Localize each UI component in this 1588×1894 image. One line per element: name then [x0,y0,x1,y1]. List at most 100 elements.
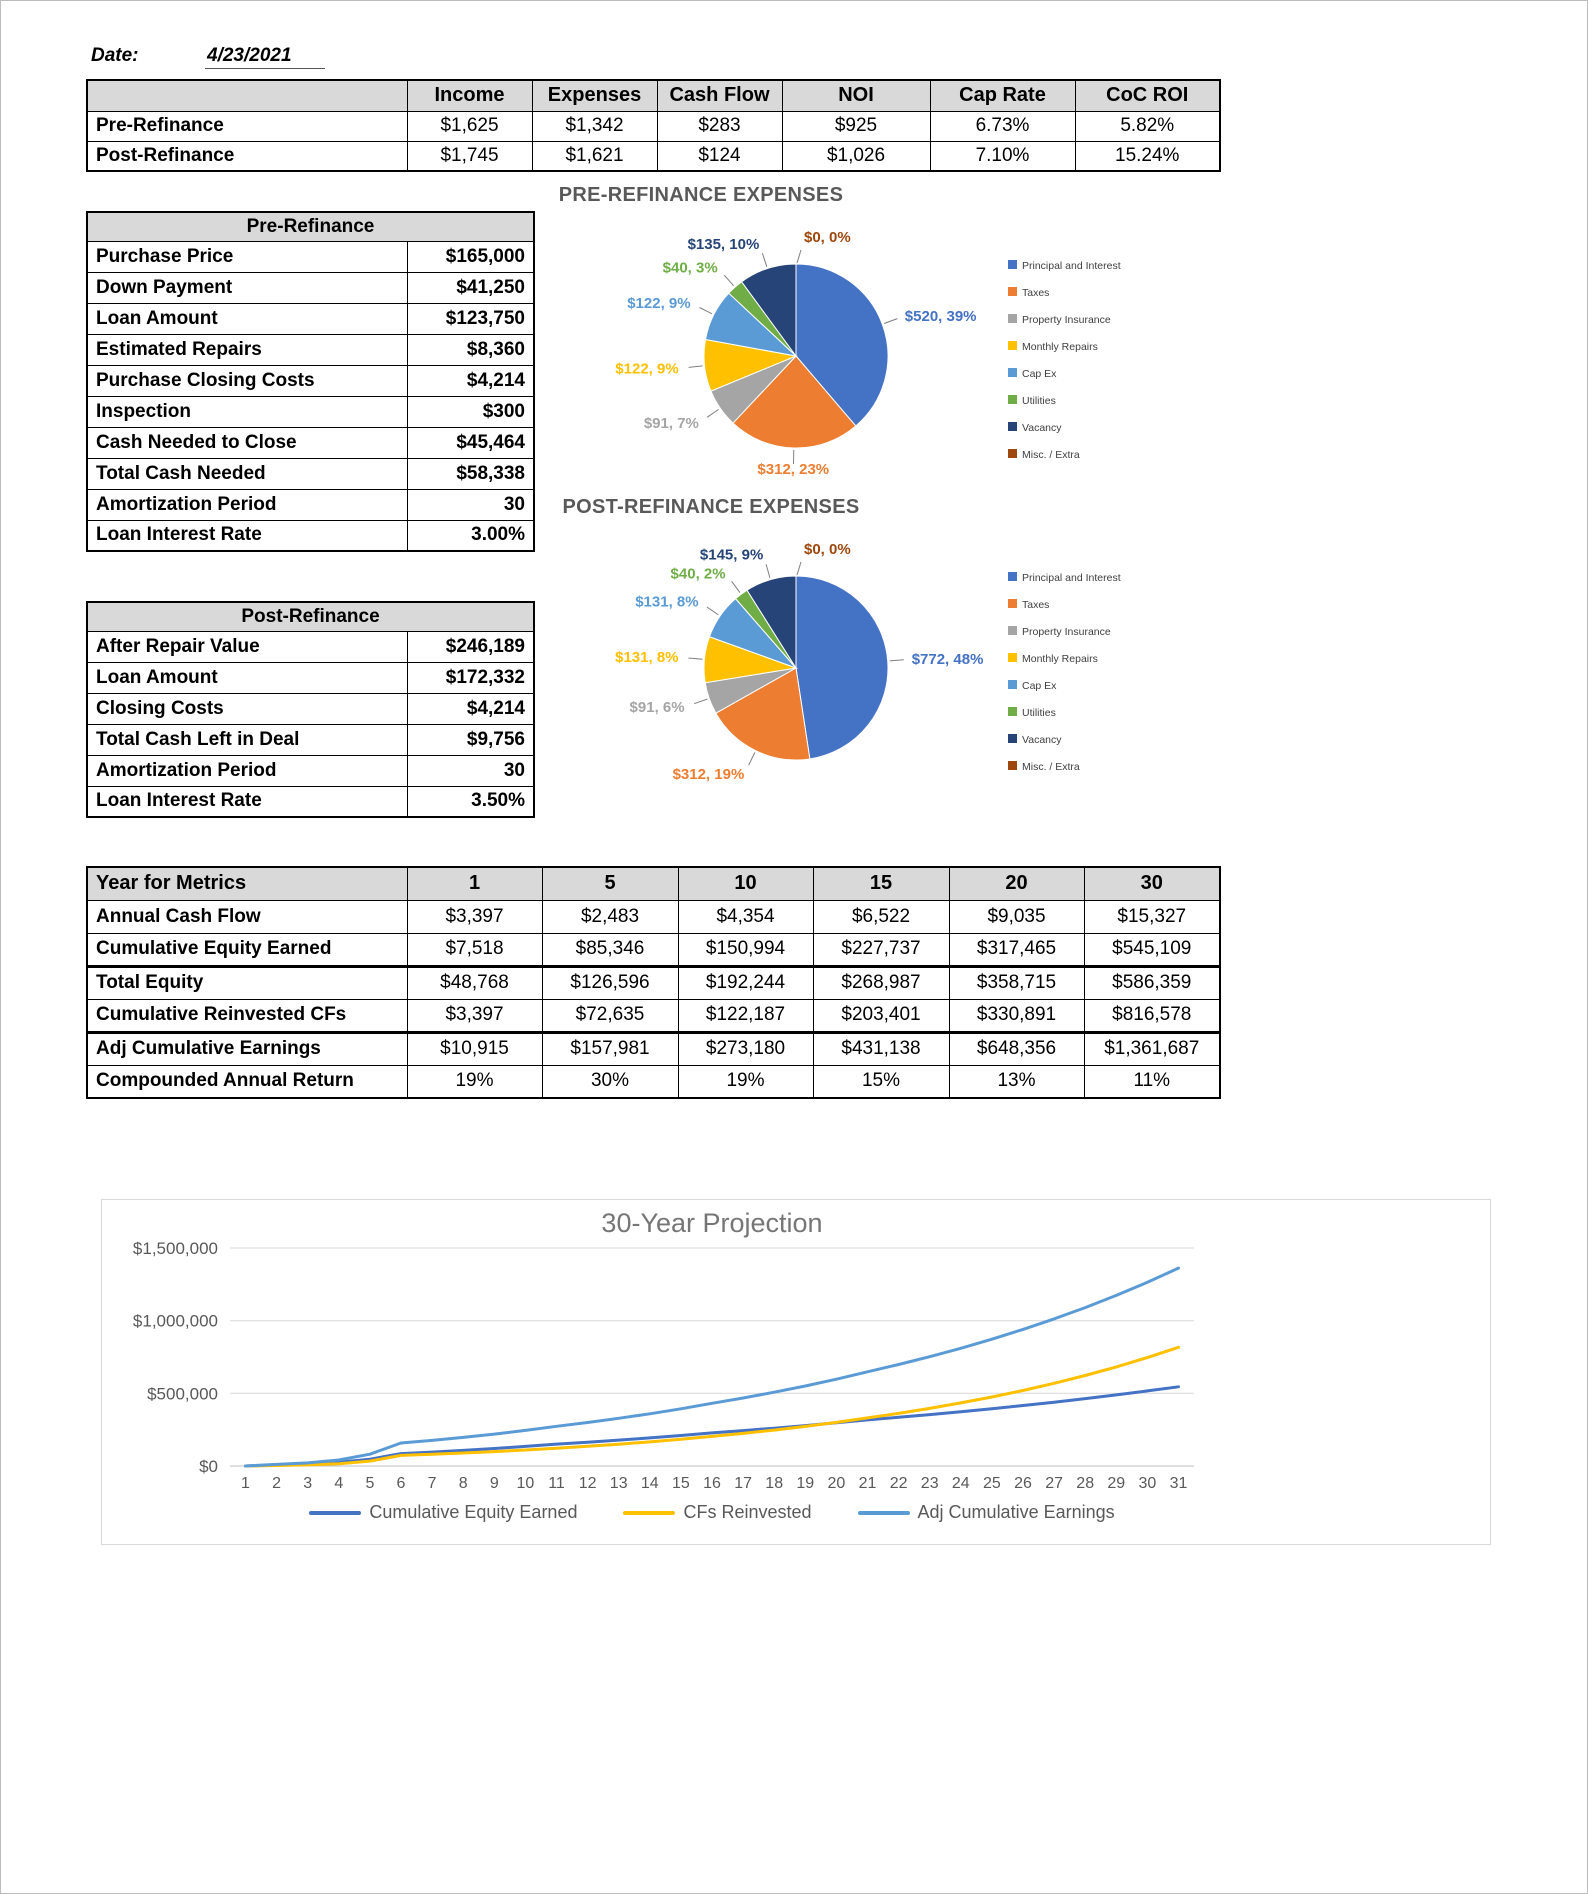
legend-swatch [1008,707,1017,716]
x-axis-label: 17 [734,1475,752,1492]
row-label: Down Payment [86,271,408,304]
legend-swatch [1008,395,1017,404]
x-axis-label: 25 [983,1475,1001,1492]
pie-data-label: $312, 19% [673,766,745,783]
metrics-row: Total Equity $48,768 $126,596 $192,244 $268,… [86,964,1221,1000]
legend-label: Principal and Interest [1022,260,1121,272]
row-value: $246,189 [406,630,535,663]
metrics-value: 13% [948,1064,1085,1099]
row-label: Loan Amount [86,661,408,694]
row-label: Amortization Period [86,754,408,787]
table-row: Total Cash Needed $58,338 [86,457,535,490]
metrics-value: $122,187 [677,998,814,1033]
x-axis-label: 28 [1076,1475,1094,1492]
post-refinance-expenses-title: POST-REFINANCE EXPENSES [562,496,860,518]
x-axis-label: 21 [859,1475,877,1492]
row-label: Purchase Closing Costs [86,364,408,397]
projection-chart: $0 $500,000 $1,000,000 $1,500,000 1 2 3 4 5 6 7 8 9 1… [101,1199,1491,1545]
summary-value: 5.82% [1074,110,1221,142]
table-row: Down Payment $41,250 [86,271,535,304]
legend-item: Cap Ex [1008,368,1057,380]
summary-column-header: Expenses [531,79,658,112]
x-axis-label: 6 [397,1475,406,1492]
legend-item: Misc. / Extra [1008,449,1080,461]
pie-data-label: $40, 3% [663,260,718,277]
row-value: 3.50% [406,785,535,818]
metrics-value: $431,138 [812,1030,950,1066]
metrics-row: Compounded Annual Return 19% 30% 19% 15% 13% 1… [86,1064,1221,1099]
legend-item: Monthly Repairs [1008,653,1098,665]
metrics-value: $203,401 [812,998,950,1033]
metrics-value: 30% [541,1064,679,1099]
x-axis-label: 10 [517,1475,535,1492]
x-axis-label: 27 [1045,1475,1063,1492]
summary-column-header: CoC ROI [1074,79,1221,112]
label-leader-line [761,253,768,267]
pie-data-label: $0, 0% [804,229,851,246]
x-axis-label: 26 [1014,1475,1032,1492]
pie-data-label: $145, 9% [700,547,763,564]
metrics-value: $10,915 [406,1030,543,1066]
metrics-value: $192,244 [677,964,814,1000]
legend-line-swatch [623,1510,676,1515]
summary-value: $1,026 [781,140,931,172]
metrics-value: $648,356 [948,1030,1085,1066]
projection-chart-legend: Cumulative Equity Earned CFs Reinvested Ad… [230,1502,1194,1523]
pie-slice [732,355,857,449]
legend-line-swatch [309,1510,362,1515]
pie-data-label: $131, 8% [615,649,678,666]
x-axis-label: 29 [1107,1475,1125,1492]
x-axis-label: 12 [579,1475,597,1492]
metrics-value: $3,397 [406,998,543,1033]
label-leader-line [889,659,904,662]
legend-swatch [1008,626,1017,635]
pie-data-label: $772, 48% [912,651,984,668]
y-axis-label: $1,500,000 [133,1239,218,1258]
table-row: Purchase Closing Costs $4,214 [86,364,535,397]
x-axis-label: 1 [241,1475,250,1492]
pie-data-label: $122, 9% [627,295,690,312]
metrics-header-label: Year for Metrics [86,866,408,901]
section-title: Pre-Refinance [86,211,535,242]
legend-item: Principal and Interest [1008,572,1121,584]
table-row: Amortization Period 30 [86,754,535,787]
post-refinance-title-row: Post-Refinance [86,601,535,632]
legend-swatch [1008,422,1017,431]
metrics-value: $317,465 [948,932,1085,967]
metrics-value: $4,354 [677,899,814,934]
legend-item: Misc. / Extra [1008,761,1080,773]
legend-label: Monthly Repairs [1022,341,1098,353]
metrics-year-header: 30 [1083,866,1221,901]
metrics-value: 15% [812,1064,950,1099]
summary-table: Income Expenses Cash Flow NOI Cap Rate CoC RO… [86,79,1221,172]
metrics-value: $150,994 [677,932,814,967]
label-leader-line [688,365,703,368]
row-label: Annual Cash Flow [86,899,408,934]
legend-label: Utilities [1022,707,1056,719]
x-axis-label: 5 [365,1475,374,1492]
legend-label: CFs Reinvested [683,1502,812,1522]
legend-label: Vacancy [1022,422,1062,434]
legend-label: Taxes [1022,287,1049,299]
metrics-table: Year for Metrics 1 5 10 15 20 30 Annual Cash Fl… [86,866,1221,1099]
summary-row: Pre-Refinance $1,625 $1,342 $283 $925 6.73% 5.… [86,110,1221,142]
metrics-value: $358,715 [948,964,1085,1000]
post-refinance-table: Post-Refinance After Repair Value $246,189… [86,601,535,818]
metrics-year-header: 1 [406,866,543,901]
row-label: Inspection [86,395,408,428]
metrics-value: 19% [677,1064,814,1099]
row-value: $4,214 [406,692,535,725]
legend-item: Principal and Interest [1008,260,1121,272]
pie-slice [795,263,889,427]
pie-slice [746,575,797,670]
label-leader-line [796,249,802,264]
metrics-row: Annual Cash Flow $3,397 $2,483 $4,354 $6,522… [86,899,1221,934]
row-value: $58,338 [406,457,535,490]
legend-label: Monthly Repairs [1022,653,1098,665]
row-label: Pre-Refinance [86,110,408,142]
table-row: Closing Costs $4,214 [86,692,535,725]
pre-refinance-title-row: Pre-Refinance [86,211,535,242]
row-label: Cumulative Equity Earned [86,932,408,967]
summary-row: Post-Refinance $1,745 $1,621 $124 $1,026 7.10… [86,140,1221,172]
x-axis-label: 18 [765,1475,783,1492]
